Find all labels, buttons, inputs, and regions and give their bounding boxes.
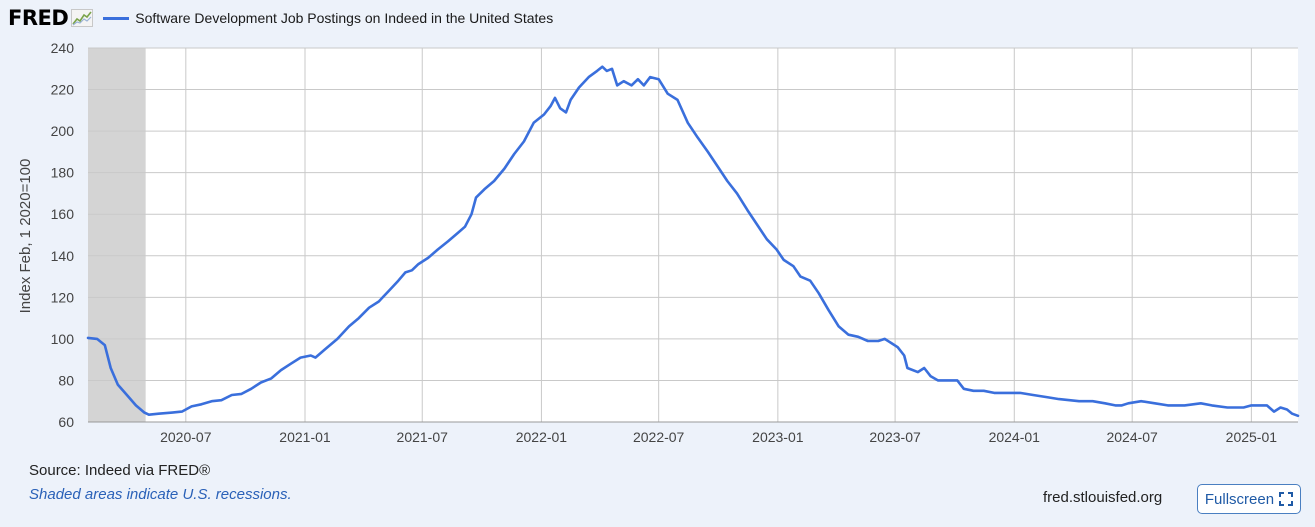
recession-band-0 (88, 48, 146, 422)
y-tick-label: 120 (51, 289, 75, 305)
x-tick-label: 2021-07 (397, 429, 449, 445)
x-tick-label: 2023-07 (869, 429, 921, 445)
fred-logo[interactable]: FRED (8, 6, 94, 30)
x-tick-label: 2021-01 (279, 429, 331, 445)
recession-layer (88, 48, 146, 422)
y-tick-label: 240 (51, 40, 75, 56)
plot-area (88, 48, 1298, 422)
y-tick-label: 220 (51, 82, 75, 98)
x-tick-label: 2024-01 (989, 429, 1041, 445)
x-axis-ticks: 2020-07 2021-01 2021-07 2022-01 2022-07 2023-… (160, 429, 1277, 445)
line-chart-icon (71, 9, 94, 27)
x-tick-label: 2022-07 (633, 429, 685, 445)
legend-swatch (103, 16, 130, 20)
y-tick-label: 80 (58, 372, 74, 388)
legend-label: Software Development Job Postings on Ind… (135, 10, 554, 26)
legend: Software Development Job Postings on Ind… (103, 10, 553, 26)
chart-header: FRED Software Development Job Postings o… (8, 4, 553, 32)
fullscreen-button[interactable]: Fullscreen (1197, 484, 1301, 514)
y-axis-label: Index Feb, 1 2020=100 (17, 159, 34, 314)
y-tick-label: 60 (58, 414, 74, 430)
source-text: Source: Indeed via FRED® (29, 462, 211, 479)
y-tick-label: 160 (51, 206, 75, 222)
y-tick-label: 180 (51, 165, 75, 181)
y-axis-ticks: 60 80 100 120 140 160 180 200 220 240 (51, 40, 75, 430)
fred-logo-text: FRED (8, 6, 69, 30)
series-line-0[interactable] (86, 65, 1300, 418)
x-tick-label: 2025-01 (1226, 429, 1278, 445)
x-tick-label: 2020-07 (160, 429, 212, 445)
fullscreen-label: Fullscreen (1204, 490, 1275, 508)
x-tick-label: 2022-01 (516, 429, 568, 445)
y-tick-label: 140 (51, 248, 75, 264)
y-tick-label: 200 (51, 123, 75, 139)
x-tick-label: 2024-07 (1106, 429, 1158, 445)
recession-note: Shaded areas indicate U.S. recessions. (29, 486, 292, 503)
site-url[interactable]: fred.stlouisfed.org (1043, 489, 1163, 506)
x-tick-label: 2023-01 (752, 429, 804, 445)
y-tick-label: 100 (51, 331, 75, 347)
series-layer (86, 65, 1300, 418)
fullscreen-icon (1279, 492, 1294, 506)
